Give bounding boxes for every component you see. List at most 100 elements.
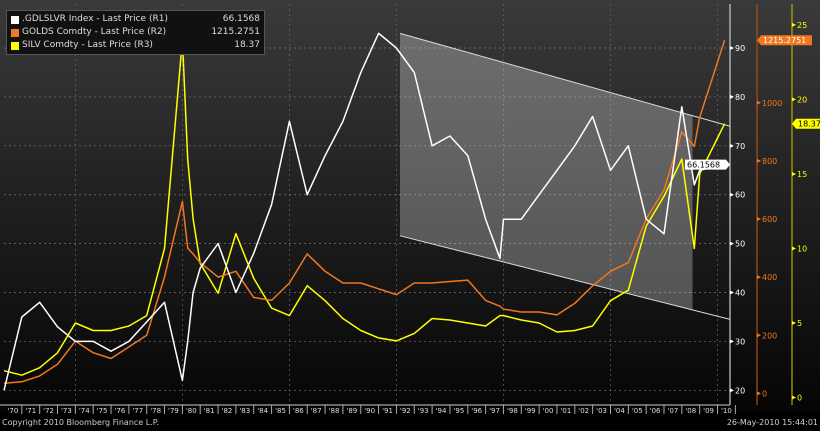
axis-tick-R1 bbox=[730, 143, 734, 148]
axis-tick-label-R2: 200 bbox=[762, 331, 777, 340]
axis-tick-R3 bbox=[792, 97, 796, 102]
x-tick-label: '84 bbox=[257, 407, 268, 415]
x-tick-label: '00 bbox=[543, 407, 554, 415]
x-tick-label: '10 bbox=[721, 407, 732, 415]
axis-tick-R1 bbox=[730, 388, 734, 393]
axis-tick-R2 bbox=[757, 275, 761, 280]
axis-tick-label-R1: 20 bbox=[735, 386, 745, 395]
x-tick-label: '09 bbox=[703, 407, 714, 415]
legend-item-golds: GOLDS Comdty - Last Price (R2) 1215.2751 bbox=[11, 26, 260, 39]
axis-tick-R2 bbox=[757, 158, 761, 163]
last-value-label-R2: 1215.2751 bbox=[763, 36, 806, 45]
legend-value: 1215.2751 bbox=[211, 27, 260, 37]
x-tick-label: '71 bbox=[25, 407, 36, 415]
legend-label: SILV Comdty - Last Price (R3) bbox=[22, 40, 153, 50]
x-tick-label: '06 bbox=[650, 407, 661, 415]
x-tick-label: '96 bbox=[471, 407, 482, 415]
axis-tick-R1 bbox=[730, 192, 734, 197]
x-tick-label: '94 bbox=[436, 407, 447, 415]
series-line-R2 bbox=[3, 39, 726, 384]
axis-tick-label-R3: 10 bbox=[797, 244, 807, 253]
axis-tick-R1 bbox=[730, 241, 734, 246]
x-tick-label: '81 bbox=[204, 407, 215, 415]
x-tick-label: '90 bbox=[364, 407, 375, 415]
legend-label: .GDLSLVR Index - Last Price (R1) bbox=[22, 14, 168, 24]
x-tick-label: '87 bbox=[311, 407, 322, 415]
axis-tick-R2 bbox=[757, 100, 761, 105]
axis-tick-label-R3: 15 bbox=[797, 170, 807, 179]
axis-tick-label-R1: 50 bbox=[735, 240, 745, 249]
axis-tick-R2 bbox=[757, 333, 761, 338]
axis-tick-label-R3: 0 bbox=[797, 394, 802, 403]
timestamp: 26-May-2010 15:44:01 bbox=[726, 418, 818, 427]
legend-swatch bbox=[11, 28, 19, 37]
x-tick-label: '85 bbox=[275, 407, 286, 415]
axis-tick-label-R2: 800 bbox=[762, 157, 777, 166]
x-tick-label: '74 bbox=[79, 407, 90, 415]
series-line-R3 bbox=[3, 39, 726, 376]
x-tick-label: '92 bbox=[400, 407, 411, 415]
axis-tick-label-R1: 90 bbox=[735, 44, 745, 53]
legend: .GDLSLVR Index - Last Price (R1) 66.1568 … bbox=[6, 10, 265, 55]
axis-tick-label-R1: 80 bbox=[735, 93, 745, 102]
legend-item-silv: SILV Comdty - Last Price (R3) 18.37 bbox=[11, 39, 260, 52]
last-value-tag-R2 bbox=[757, 35, 812, 46]
x-tick-label: '95 bbox=[453, 407, 464, 415]
axis-tick-R3 bbox=[792, 395, 796, 400]
axis-tick-label-R1: 70 bbox=[735, 142, 745, 151]
legend-value: 66.1568 bbox=[222, 14, 260, 24]
x-tick-label: '79 bbox=[168, 407, 179, 415]
axis-tick-label-R1: 30 bbox=[735, 337, 745, 346]
axis-tick-R3 bbox=[792, 321, 796, 326]
x-tick-label: '80 bbox=[186, 407, 197, 415]
axis-tick-R3 bbox=[792, 171, 796, 176]
axis-tick-R2 bbox=[757, 217, 761, 222]
x-tick-label: '08 bbox=[685, 407, 696, 415]
x-tick-label: '03 bbox=[596, 407, 607, 415]
x-tick-label: '78 bbox=[150, 407, 161, 415]
x-tick-label: '04 bbox=[614, 407, 625, 415]
axis-tick-label-R2: 600 bbox=[762, 215, 777, 224]
axis-tick-R2 bbox=[757, 391, 761, 396]
legend-value: 18.37 bbox=[234, 40, 260, 50]
channel-lower-line bbox=[399, 235, 731, 320]
axis-tick-label-R3: 20 bbox=[797, 95, 807, 104]
x-tick-label: '99 bbox=[525, 407, 536, 415]
last-value-label-R1: 66.1568 bbox=[687, 161, 720, 170]
x-tick-label: '02 bbox=[578, 407, 589, 415]
axis-tick-label-R2: 0 bbox=[762, 389, 767, 398]
last-value-tag-R1 bbox=[685, 159, 730, 170]
axis-tick-label-R3: 5 bbox=[797, 319, 802, 328]
x-tick-label: '88 bbox=[329, 407, 340, 415]
axis-tick-R1 bbox=[730, 94, 734, 99]
axis-tick-label-R2: 400 bbox=[762, 273, 777, 282]
trend-channel-shade bbox=[400, 33, 693, 310]
axis-tick-R1 bbox=[730, 290, 734, 295]
x-tick-label: '75 bbox=[97, 407, 108, 415]
copyright: Copyright 2010 Bloomberg Finance L.P. bbox=[2, 418, 159, 427]
axis-tick-R1 bbox=[730, 46, 734, 51]
legend-item-gdlslvr: .GDLSLVR Index - Last Price (R1) 66.1568 bbox=[11, 13, 260, 26]
x-tick-label: '01 bbox=[560, 407, 571, 415]
x-tick-label: '97 bbox=[489, 407, 500, 415]
x-tick-label: '70 bbox=[7, 407, 18, 415]
axis-tick-R3 bbox=[792, 246, 796, 251]
x-tick-label: '76 bbox=[115, 407, 126, 415]
x-tick-label: '98 bbox=[507, 407, 518, 415]
axis-tick-R1 bbox=[730, 339, 734, 344]
plot-background bbox=[0, 0, 820, 412]
last-value-tag-R3 bbox=[792, 118, 820, 129]
x-tick-label: '83 bbox=[239, 407, 250, 415]
axis-tick-label-R3: 25 bbox=[797, 21, 807, 30]
x-tick-label: '07 bbox=[667, 407, 678, 415]
x-tick-label: '93 bbox=[418, 407, 429, 415]
x-tick-label: '82 bbox=[222, 407, 233, 415]
x-tick-label: '72 bbox=[43, 407, 54, 415]
legend-swatch bbox=[11, 41, 19, 50]
axis-tick-label-R1: 60 bbox=[735, 191, 745, 200]
x-tick-label: '77 bbox=[132, 407, 143, 415]
x-tick-label: '05 bbox=[632, 407, 643, 415]
axis-tick-label-R2: 1000 bbox=[762, 99, 782, 108]
x-tick-label: '89 bbox=[346, 407, 357, 415]
